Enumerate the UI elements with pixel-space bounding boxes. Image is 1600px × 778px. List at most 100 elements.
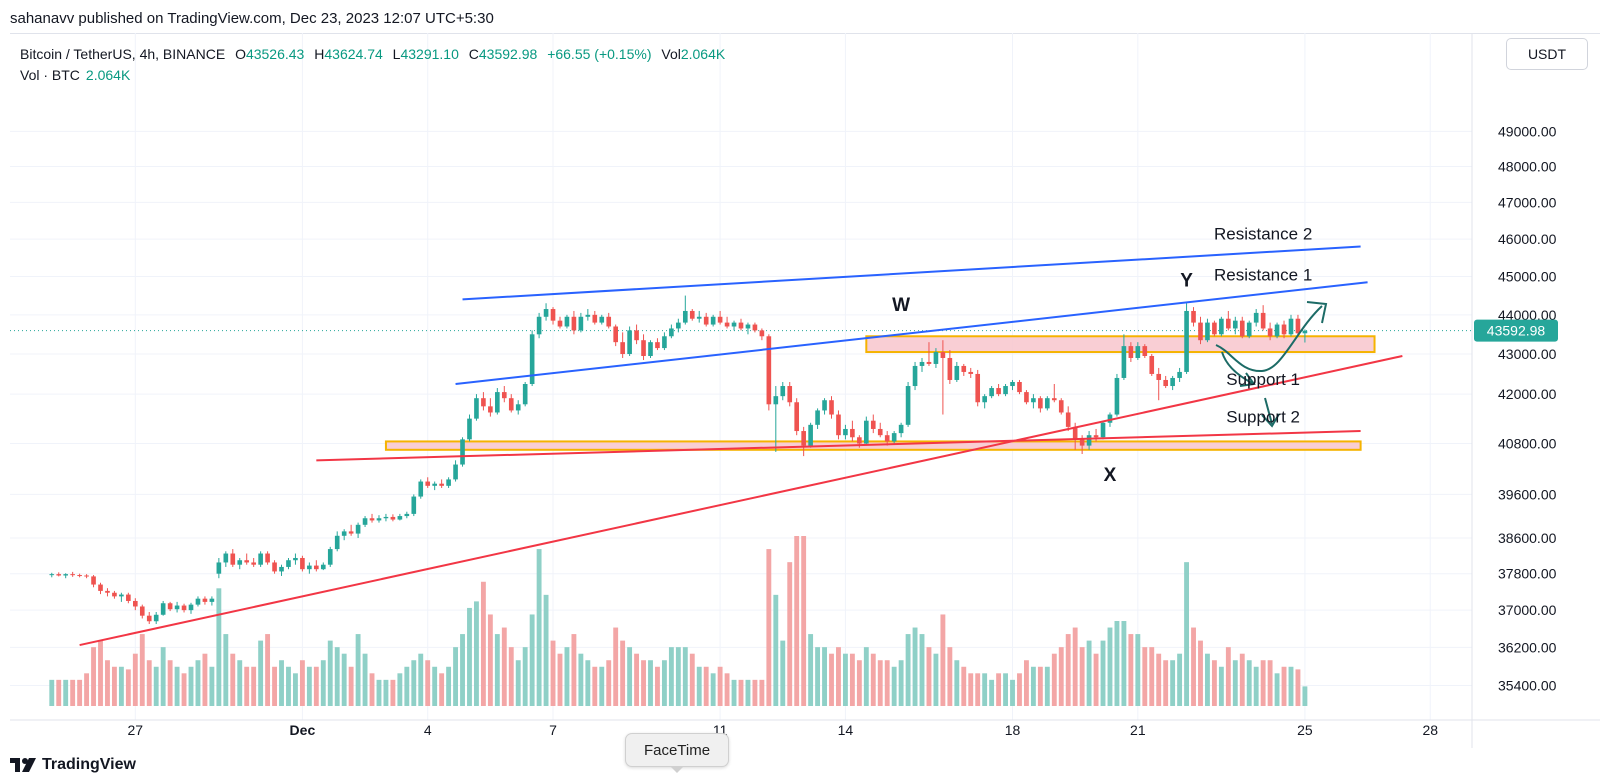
- currency-selector[interactable]: USDT: [1506, 38, 1588, 70]
- volume-bar: [480, 581, 486, 706]
- candle-body: [592, 314, 598, 323]
- volume-bar: [362, 653, 368, 706]
- candle-body: [982, 396, 987, 403]
- volume-bar: [905, 634, 911, 706]
- chart-label: Resistance 1: [1214, 266, 1312, 285]
- candle-body: [334, 535, 340, 550]
- volume-bar: [1030, 666, 1036, 706]
- volume-bar: [1010, 679, 1015, 706]
- time-tick-label: 27: [128, 722, 144, 738]
- trendline-layer: [79, 245, 1403, 647]
- candle-body: [1184, 310, 1189, 372]
- symbol-title[interactable]: Bitcoin / TetherUS, 4h, BINANCE: [20, 46, 226, 62]
- candle-body: [404, 513, 410, 517]
- candle-body: [320, 564, 326, 570]
- candle-body: [160, 603, 166, 615]
- volume-bar: [118, 666, 124, 706]
- candle-body: [1093, 435, 1099, 438]
- high-value: 43624.74: [324, 46, 383, 62]
- candle-body: [474, 398, 479, 419]
- volume-bar: [550, 640, 556, 706]
- change-value: +66.55 (+0.15%): [547, 46, 652, 62]
- last-price-tag-label: 43592.98: [1487, 323, 1546, 339]
- volume-bar: [1225, 647, 1231, 706]
- price-chart[interactable]: 49000.00 48000.00 47000.00 46000.00 45000.00…: [0, 0, 1600, 748]
- volume-bar: [1274, 673, 1280, 706]
- price-tick-label: 37000.00: [1498, 602, 1557, 618]
- tradingview-logo-icon: [10, 758, 36, 772]
- candle-body: [717, 316, 723, 323]
- candle-body: [1267, 328, 1273, 337]
- volume-bar: [139, 634, 145, 706]
- volume-bar: [1281, 666, 1287, 706]
- candle-body: [752, 324, 758, 331]
- candle-body: [655, 342, 660, 349]
- candle-body: [501, 392, 507, 399]
- candle-body: [1274, 324, 1280, 337]
- candle-body: [1072, 426, 1078, 440]
- volume-bar: [661, 660, 667, 706]
- volume-bar: [898, 660, 904, 706]
- candle-body: [488, 406, 493, 413]
- candle-body: [1086, 435, 1092, 446]
- candle-body: [446, 479, 451, 486]
- candle-body: [272, 562, 277, 572]
- candle-body: [70, 574, 75, 576]
- candle-body: [376, 518, 382, 521]
- price-tick-label: 35400.00: [1498, 677, 1557, 693]
- volume-bar: [717, 666, 723, 706]
- hand-arrow-up-head: [1306, 301, 1328, 324]
- volume-bar: [752, 679, 758, 706]
- volume-bar: [724, 673, 730, 706]
- candle-body: [1149, 355, 1155, 374]
- volume-bar: [1218, 666, 1224, 706]
- price-tick-label: 49000.00: [1498, 123, 1557, 139]
- candle-body: [794, 402, 800, 432]
- candle-body: [870, 420, 876, 429]
- candle-body: [641, 340, 646, 356]
- support-1-trendline: [79, 355, 1403, 647]
- chart-frame: [10, 33, 1600, 749]
- volume-bar: [299, 660, 305, 706]
- support-2-trendline: [316, 430, 1361, 462]
- candle-body: [223, 553, 229, 563]
- candle-body: [627, 330, 632, 355]
- volume-bar: [411, 660, 417, 706]
- candle-body: [56, 574, 62, 576]
- volume-bar: [494, 634, 500, 706]
- candle-body: [696, 316, 702, 319]
- candle-body: [279, 566, 284, 572]
- volume-bar: [501, 627, 507, 706]
- candle-body: [891, 433, 897, 442]
- tradingview-brand[interactable]: TradingView: [10, 756, 136, 774]
- volume-legend-label[interactable]: Vol · BTC: [20, 67, 80, 83]
- volume-bar: [696, 666, 702, 706]
- candle-body: [1253, 312, 1259, 323]
- volume-bar: [641, 660, 646, 706]
- volume-bar: [710, 673, 716, 706]
- candle-body: [98, 584, 103, 591]
- volume-bar: [98, 640, 103, 706]
- price-tick-label: 43000.00: [1498, 346, 1557, 362]
- candle-body: [418, 481, 424, 497]
- volume-bar: [132, 653, 138, 706]
- volume-bar: [627, 647, 633, 706]
- time-tick-label: 14: [838, 722, 854, 738]
- volume-bar: [63, 679, 69, 706]
- annotation-label-layer: Resistance 2 Resistance 1 Support 1 Support…: [892, 225, 1312, 487]
- volume-bar: [125, 669, 131, 706]
- time-tick-label: 18: [1005, 722, 1021, 738]
- volume-bar: [202, 653, 208, 706]
- candle-body: [1121, 346, 1127, 378]
- candle-body: [1198, 322, 1203, 341]
- hand-arrow-up-curve: [1215, 305, 1323, 373]
- volume-bar: [842, 653, 848, 706]
- volume-legend-value: 2.064K: [85, 67, 131, 83]
- volume-bar: [668, 647, 674, 706]
- volume-bar: [968, 673, 974, 706]
- candle-body: [1024, 392, 1029, 403]
- candle-body: [1107, 414, 1113, 423]
- candle-body: [1239, 320, 1245, 337]
- candle-body: [877, 428, 883, 436]
- volume-bar: [682, 647, 688, 706]
